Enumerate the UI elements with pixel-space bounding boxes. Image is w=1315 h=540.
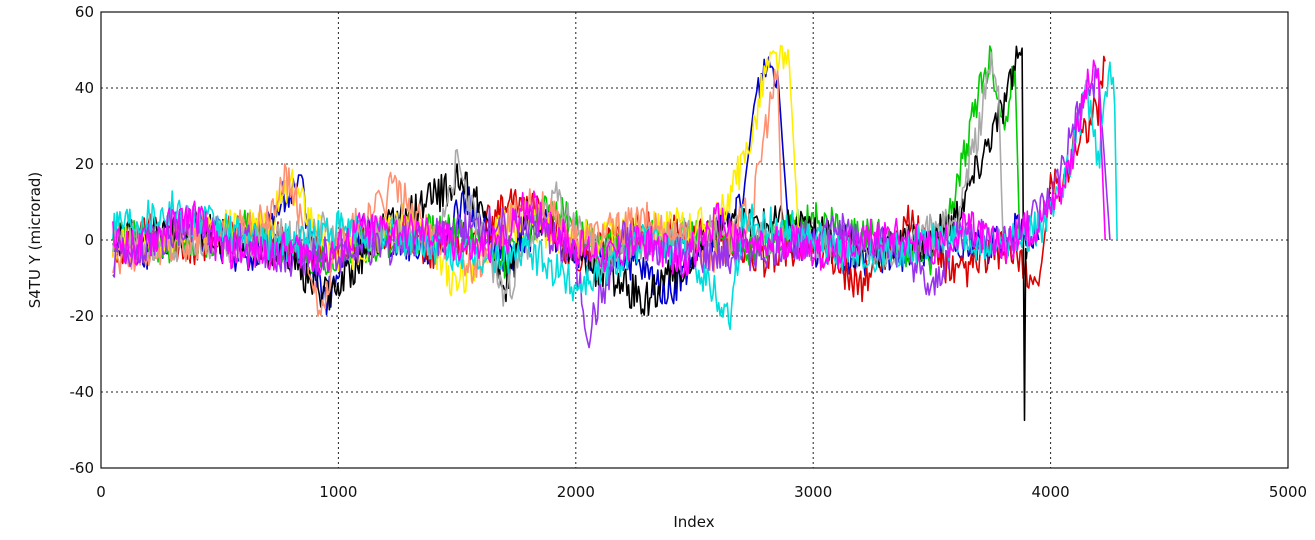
y-tick-label: 40 <box>75 79 94 97</box>
x-tick-label: 1000 <box>319 483 357 501</box>
x-tick-label: 2000 <box>557 483 595 501</box>
x-tick-label: 5000 <box>1269 483 1307 501</box>
y-axis-label: S4TU Y (microrad) <box>26 172 44 309</box>
series-group <box>112 44 1118 422</box>
series-line <box>112 59 1106 278</box>
x-tick-label: 0 <box>96 483 106 501</box>
x-axis-label: Index <box>673 513 714 531</box>
y-tick-label: -20 <box>70 307 95 325</box>
y-tick-label: 0 <box>84 231 94 249</box>
x-tick-label: 3000 <box>794 483 832 501</box>
x-tick-label: 4000 <box>1032 483 1070 501</box>
series-line <box>112 64 1111 349</box>
y-tick-label: -40 <box>70 383 95 401</box>
y-tick-label: 60 <box>75 3 94 21</box>
y-tick-label: -60 <box>70 459 95 477</box>
tick-labels: 0 1000 2000 3000 4000 5000 -60 -40 -20 0 20 40 60 <box>70 3 1308 501</box>
plot-frame <box>100 11 1289 469</box>
grid <box>101 12 1288 468</box>
series-line <box>112 56 1040 316</box>
y-tick-label: 20 <box>75 155 94 173</box>
